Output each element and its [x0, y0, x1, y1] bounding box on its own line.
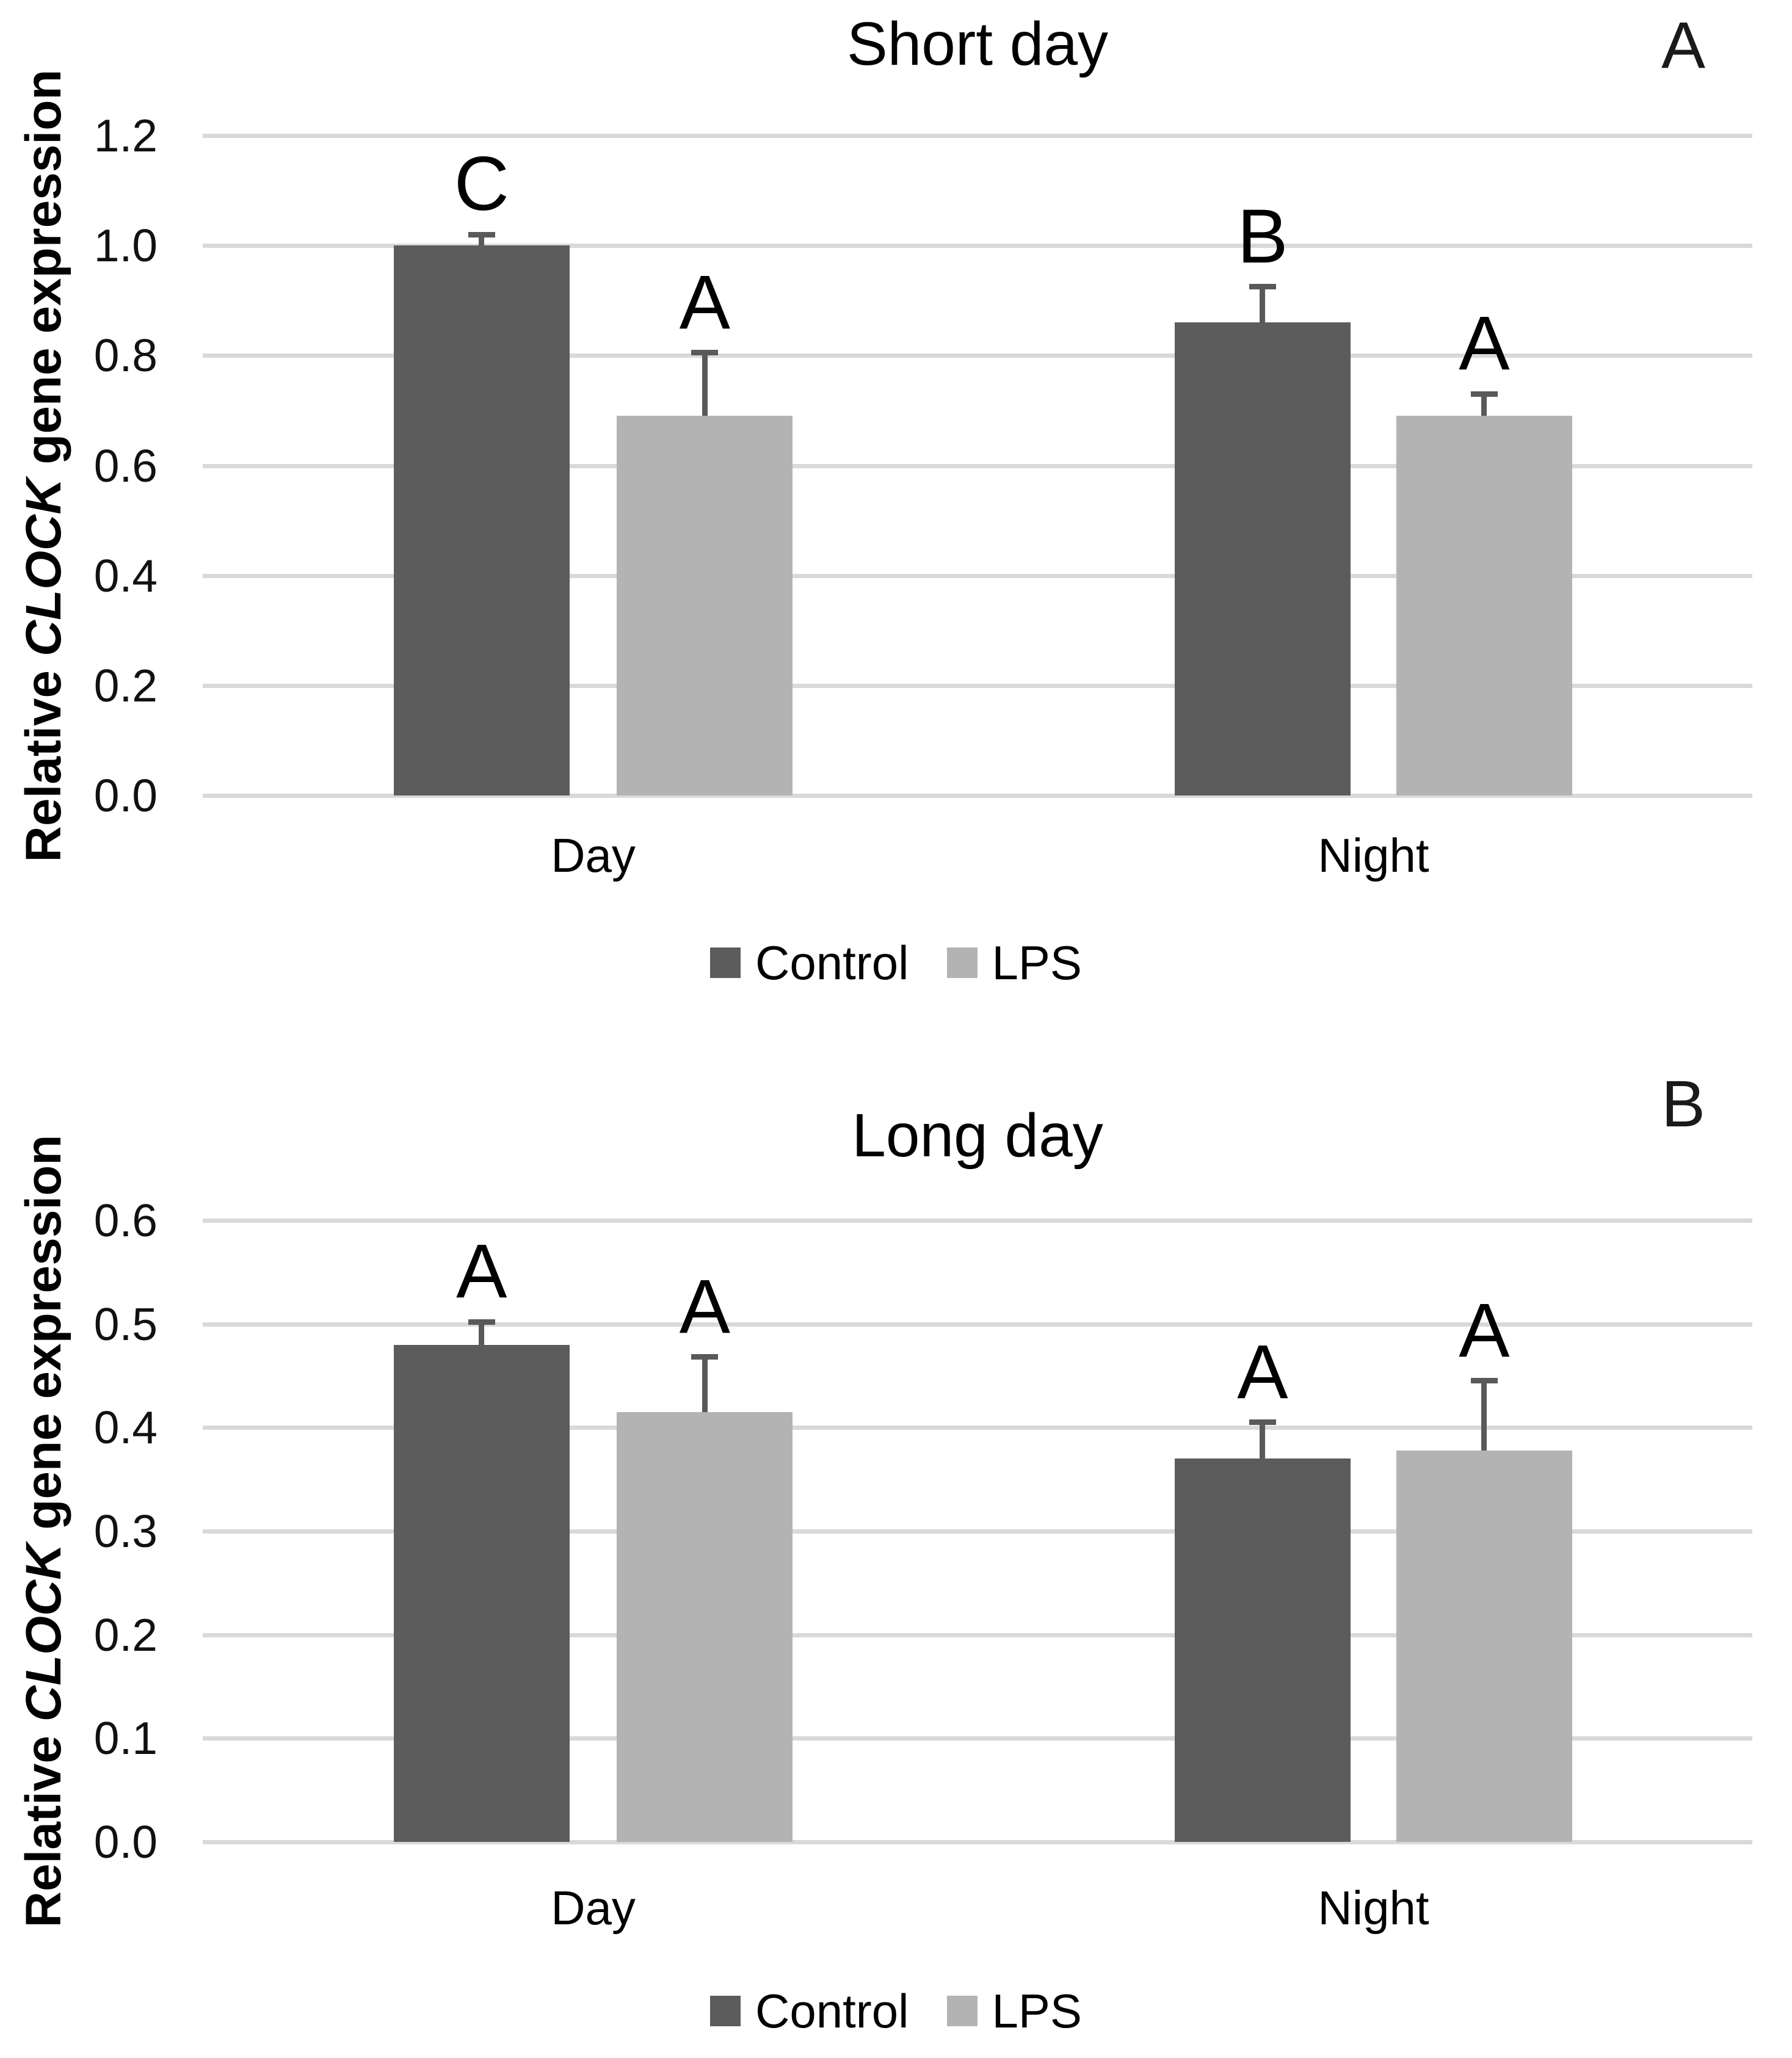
bar-short-day-night-lps [1396, 416, 1572, 795]
x-axis-label-day: Day [551, 828, 636, 883]
bar-short-day-day-control [393, 245, 570, 795]
bar-long-day-night-control [1174, 1458, 1351, 1842]
gridline-long-day-0.2 [203, 1632, 1752, 1637]
error-bar-whisker [479, 1322, 485, 1345]
legend-item-lps: LPS [946, 1984, 1082, 2038]
legend: Control LPS [0, 1987, 1792, 2035]
x-axis-label-day: Day [551, 1881, 636, 1935]
y-tick-label: 0.0 [93, 770, 158, 821]
significance-letter: A [456, 1229, 507, 1314]
y-tick-label: 0.6 [93, 1195, 158, 1246]
gridline-short-day-0.2 [203, 683, 1752, 688]
legend-item-lps: LPS [946, 936, 1082, 990]
gridline-long-day-0.3 [203, 1529, 1752, 1534]
legend: Control LPS [0, 939, 1792, 987]
bar-long-day-day-lps [617, 1411, 793, 1842]
legend-label: LPS [992, 936, 1082, 990]
legend-item-control: Control [710, 939, 909, 987]
error-bar-cap [1249, 284, 1276, 290]
y-axis-title-suffix: gene expression [16, 1134, 71, 1544]
significance-letter: A [1237, 1329, 1288, 1415]
panel-label-a: A [1661, 8, 1706, 82]
gridline-long-day-0.4 [203, 1426, 1752, 1430]
y-tick-label: 0.2 [93, 1609, 158, 1661]
y-axis-title-gene-name: CLOCK [16, 1543, 71, 1722]
error-bar-whisker [1260, 286, 1266, 323]
y-axis-title: Relative CLOCK gene expression [15, 69, 73, 862]
y-tick-label: 1.0 [93, 220, 158, 272]
chart-title-short-day: Short day [846, 10, 1109, 78]
legend-item-control: Control [710, 1987, 909, 2035]
error-bar-cap [1470, 391, 1498, 397]
error-bar-whisker [1260, 1422, 1266, 1459]
x-axis-label-night: Night [1318, 828, 1429, 883]
significance-letter: A [1459, 1288, 1510, 1373]
gridline-short-day-0.8 [203, 353, 1752, 358]
gridline-long-day-0.0 [203, 1840, 1752, 1844]
chart-title-long-day: Long day [852, 1101, 1103, 1170]
legend-swatch-lps [946, 947, 978, 978]
error-bar-cap [691, 1354, 719, 1360]
bar-long-day-night-lps [1396, 1450, 1572, 1842]
y-axis-title-gene-name: CLOCK [16, 478, 71, 656]
gridline-short-day-1.0 [203, 244, 1752, 248]
legend-label: Control [755, 1984, 909, 2038]
error-bar-cap [1249, 1419, 1276, 1426]
legend-swatch-lps [946, 1996, 978, 2026]
error-bar-whisker [1481, 1380, 1487, 1451]
y-tick-label: 1.2 [93, 110, 158, 161]
gridline-long-day-0.6 [203, 1219, 1752, 1223]
error-bar-cap [691, 350, 719, 356]
bar-short-day-day-lps [617, 416, 793, 795]
y-axis-title-suffix: gene expression [16, 69, 71, 479]
error-bar-whisker [702, 352, 708, 416]
y-tick-label: 0.0 [93, 1816, 158, 1868]
y-tick-label: 0.4 [93, 1402, 158, 1454]
gridline-long-day-0.5 [203, 1322, 1752, 1327]
legend-swatch-control [710, 947, 741, 978]
error-bar-cap [468, 231, 495, 237]
y-tick-label: 0.2 [93, 659, 158, 711]
y-tick-label: 0.8 [93, 330, 158, 382]
bar-long-day-day-control [393, 1344, 570, 1842]
gridline-long-day-0.1 [203, 1736, 1752, 1741]
y-axis-title-prefix: Relative [16, 1722, 71, 1928]
y-axis-title-prefix: Relative [16, 656, 71, 862]
gridline-short-day-0.6 [203, 463, 1752, 468]
legend-swatch-control [710, 1996, 741, 2026]
significance-letter: C [454, 142, 509, 227]
gridline-short-day-1.2 [203, 134, 1752, 138]
y-tick-label: 0.4 [93, 549, 158, 601]
error-bar-whisker [702, 1357, 708, 1412]
y-tick-label: 0.1 [93, 1712, 158, 1764]
gridline-short-day-0.4 [203, 573, 1752, 578]
y-axis-title: Relative CLOCK gene expression [15, 1135, 73, 1928]
panel-label-b: B [1661, 1067, 1706, 1140]
error-bar-whisker [1481, 394, 1487, 416]
y-tick-label: 0.3 [93, 1505, 158, 1557]
error-bar-cap [468, 1319, 495, 1325]
legend-label: Control [755, 936, 909, 990]
bar-short-day-night-control [1174, 322, 1351, 795]
gridline-short-day-0.0 [203, 794, 1752, 798]
x-axis-label-night: Night [1318, 1881, 1429, 1935]
significance-letter: A [679, 259, 730, 345]
y-tick-label: 0.6 [93, 440, 158, 491]
legend-label: LPS [992, 1984, 1082, 2038]
significance-letter: A [1459, 301, 1510, 386]
error-bar-cap [1470, 1378, 1498, 1384]
significance-letter: A [679, 1264, 730, 1349]
y-tick-label: 0.5 [93, 1298, 158, 1350]
error-bar-whisker [479, 234, 485, 246]
significance-letter: B [1237, 194, 1288, 279]
